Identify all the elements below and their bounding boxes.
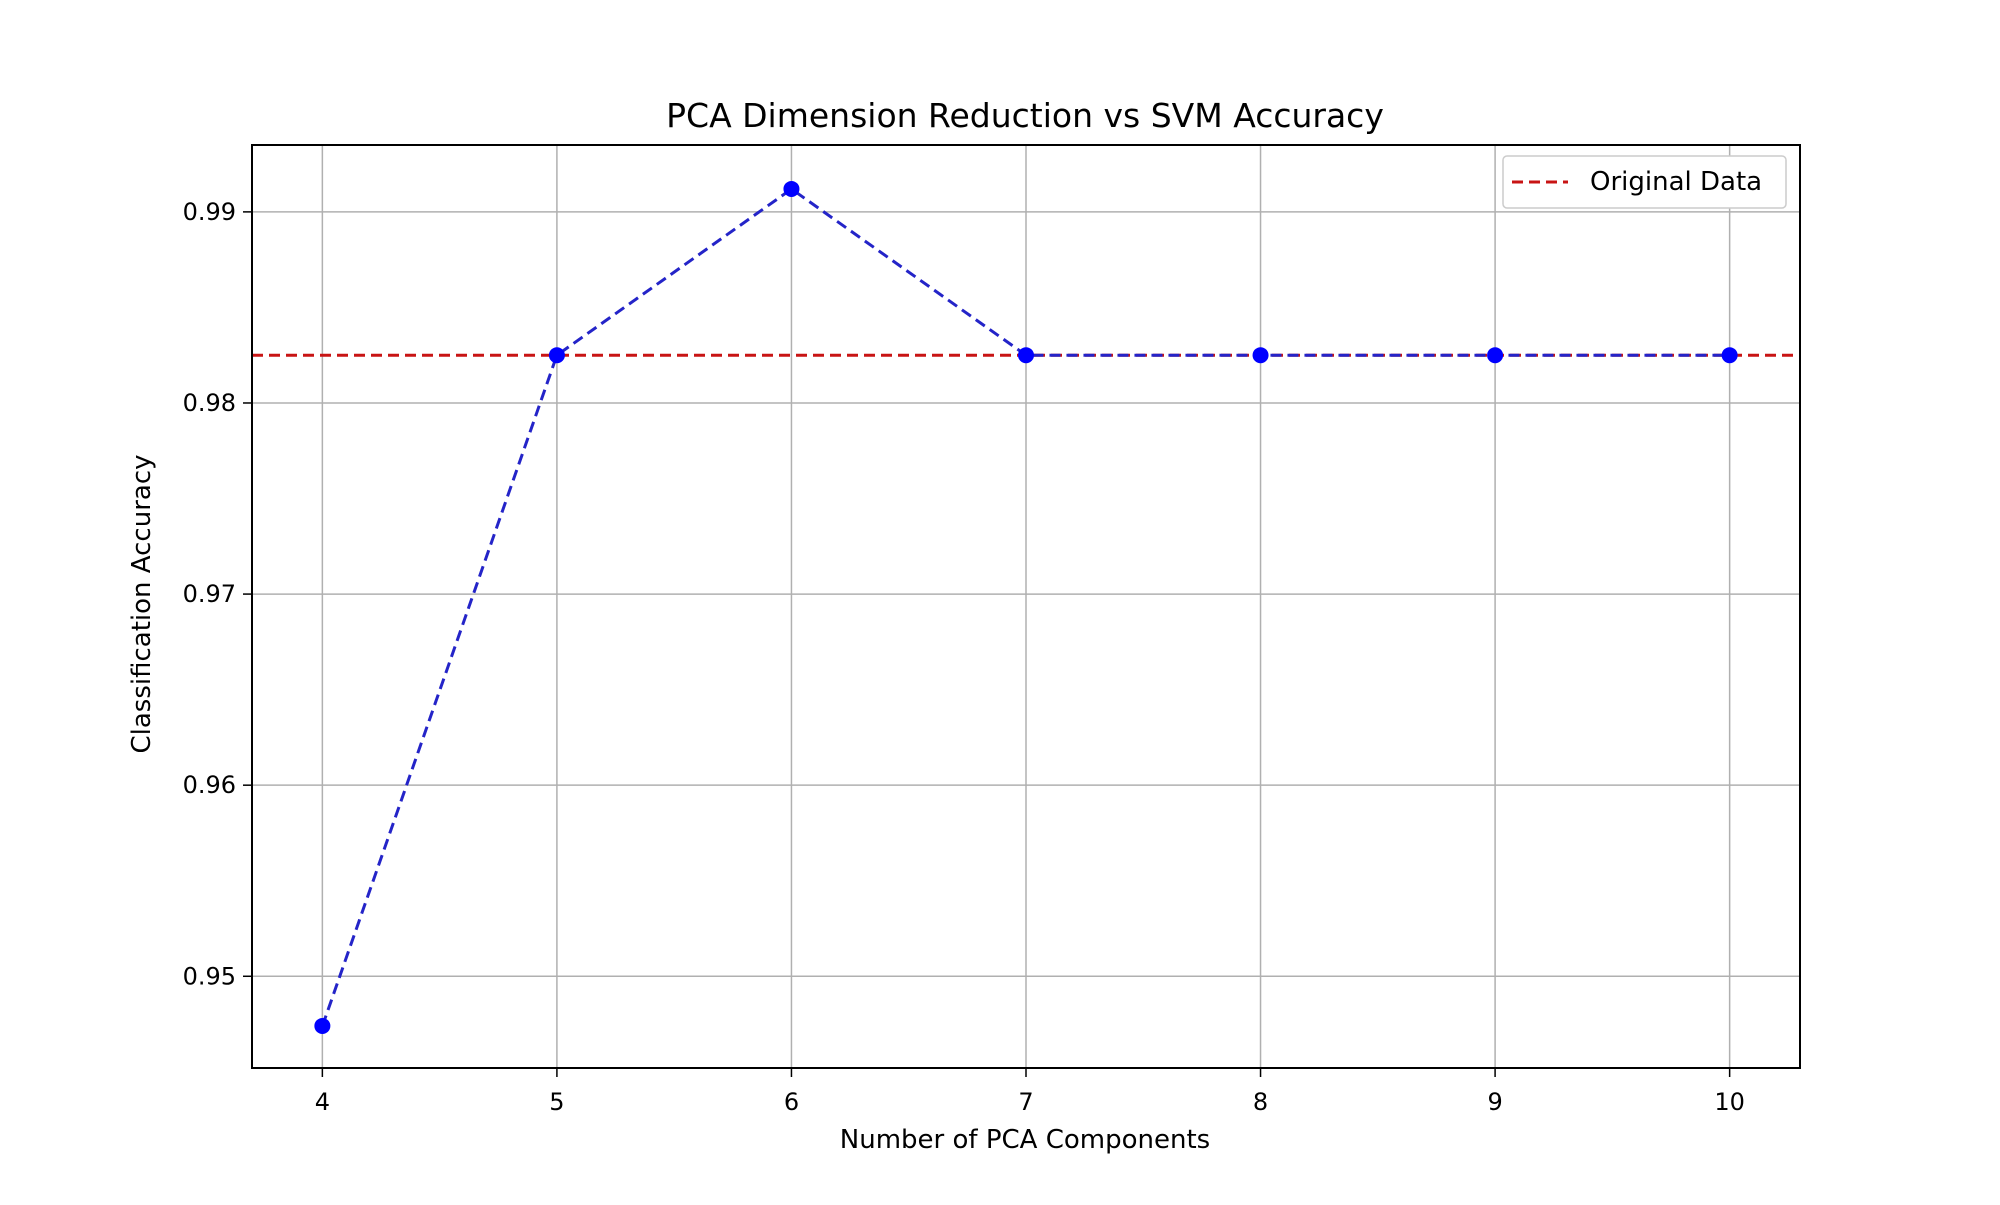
x-tick-label: 6 [784, 1088, 799, 1116]
y-tick-label: 0.96 [183, 771, 236, 799]
y-tick-label: 0.97 [183, 580, 236, 608]
data-point [1018, 347, 1034, 364]
legend: Original Data [1502, 155, 1787, 209]
data-point [1721, 347, 1738, 364]
x-axis-ticks: 4 5 6 7 8 9 10 [315, 1068, 1745, 1116]
x-tick-label: 9 [1487, 1088, 1502, 1116]
x-tick-label: 5 [549, 1088, 564, 1116]
x-tick-label: 10 [1714, 1088, 1745, 1116]
chart-title: PCA Dimension Reduction vs SVM Accuracy [666, 96, 1384, 135]
x-tick-label: 8 [1253, 1088, 1268, 1116]
y-tick-label: 0.95 [183, 962, 236, 990]
grid [252, 145, 1800, 1068]
series [314, 180, 1738, 1034]
x-axis-label: Number of PCA Components [840, 1125, 1210, 1155]
data-point [783, 180, 800, 197]
x-tick-label: 4 [315, 1088, 330, 1116]
y-tick-label: 0.98 [183, 389, 236, 417]
data-point [314, 1017, 331, 1034]
y-tick-label: 0.99 [183, 198, 236, 226]
data-point [1487, 347, 1504, 364]
y-axis-ticks: 0.95 0.96 0.97 0.98 0.99 [183, 198, 252, 990]
legend-box [1502, 155, 1787, 209]
x-tick-label: 7 [1018, 1088, 1033, 1116]
y-axis-label: Classification Accuracy [127, 455, 157, 754]
data-point [548, 347, 565, 364]
data-point [1252, 347, 1269, 364]
legend-label-original-data: Original Data [1590, 167, 1762, 197]
